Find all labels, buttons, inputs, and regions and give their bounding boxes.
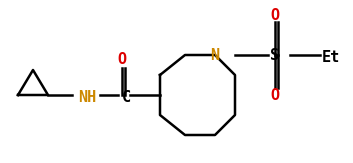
Text: O: O bbox=[118, 52, 127, 67]
Text: N: N bbox=[210, 47, 220, 62]
Text: C: C bbox=[122, 89, 131, 104]
Text: O: O bbox=[270, 7, 280, 22]
Text: O: O bbox=[270, 88, 280, 103]
Text: S: S bbox=[270, 47, 280, 62]
Text: NH: NH bbox=[78, 89, 96, 104]
Text: Et: Et bbox=[322, 50, 340, 65]
